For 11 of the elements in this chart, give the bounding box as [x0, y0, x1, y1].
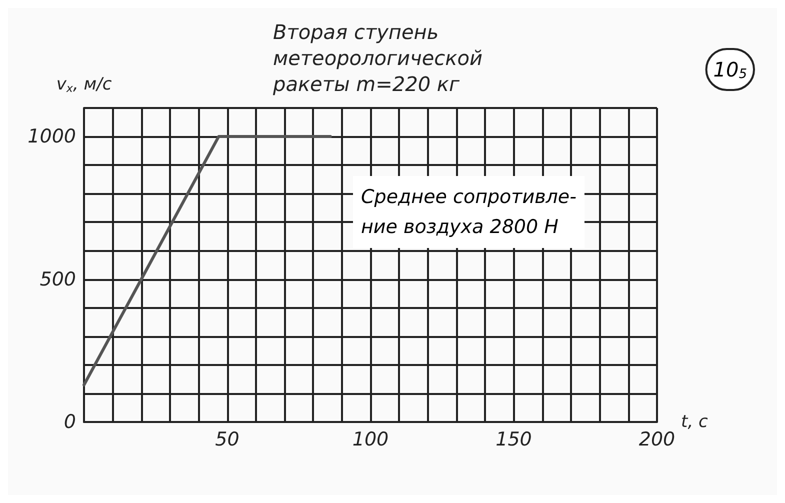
x-tick-label: 200 — [638, 428, 676, 450]
x-tick-label: 150 — [496, 428, 532, 450]
x-tick-label: 100 — [352, 428, 389, 450]
y-tick-label: 500 — [40, 268, 76, 290]
annotation: Среднее сопротивле- ние воздуха 2800 Н — [361, 186, 577, 238]
text: 105 — [713, 58, 748, 82]
chart-title: Вторая ступень метеорологической ракеты m=220 кг — [272, 20, 489, 96]
x-axis-title: t, с — [681, 412, 709, 432]
x-tick-label: 50 — [215, 428, 240, 450]
y-tick-label: 0 — [64, 411, 76, 433]
y-tick-label: 1000 — [28, 126, 76, 148]
